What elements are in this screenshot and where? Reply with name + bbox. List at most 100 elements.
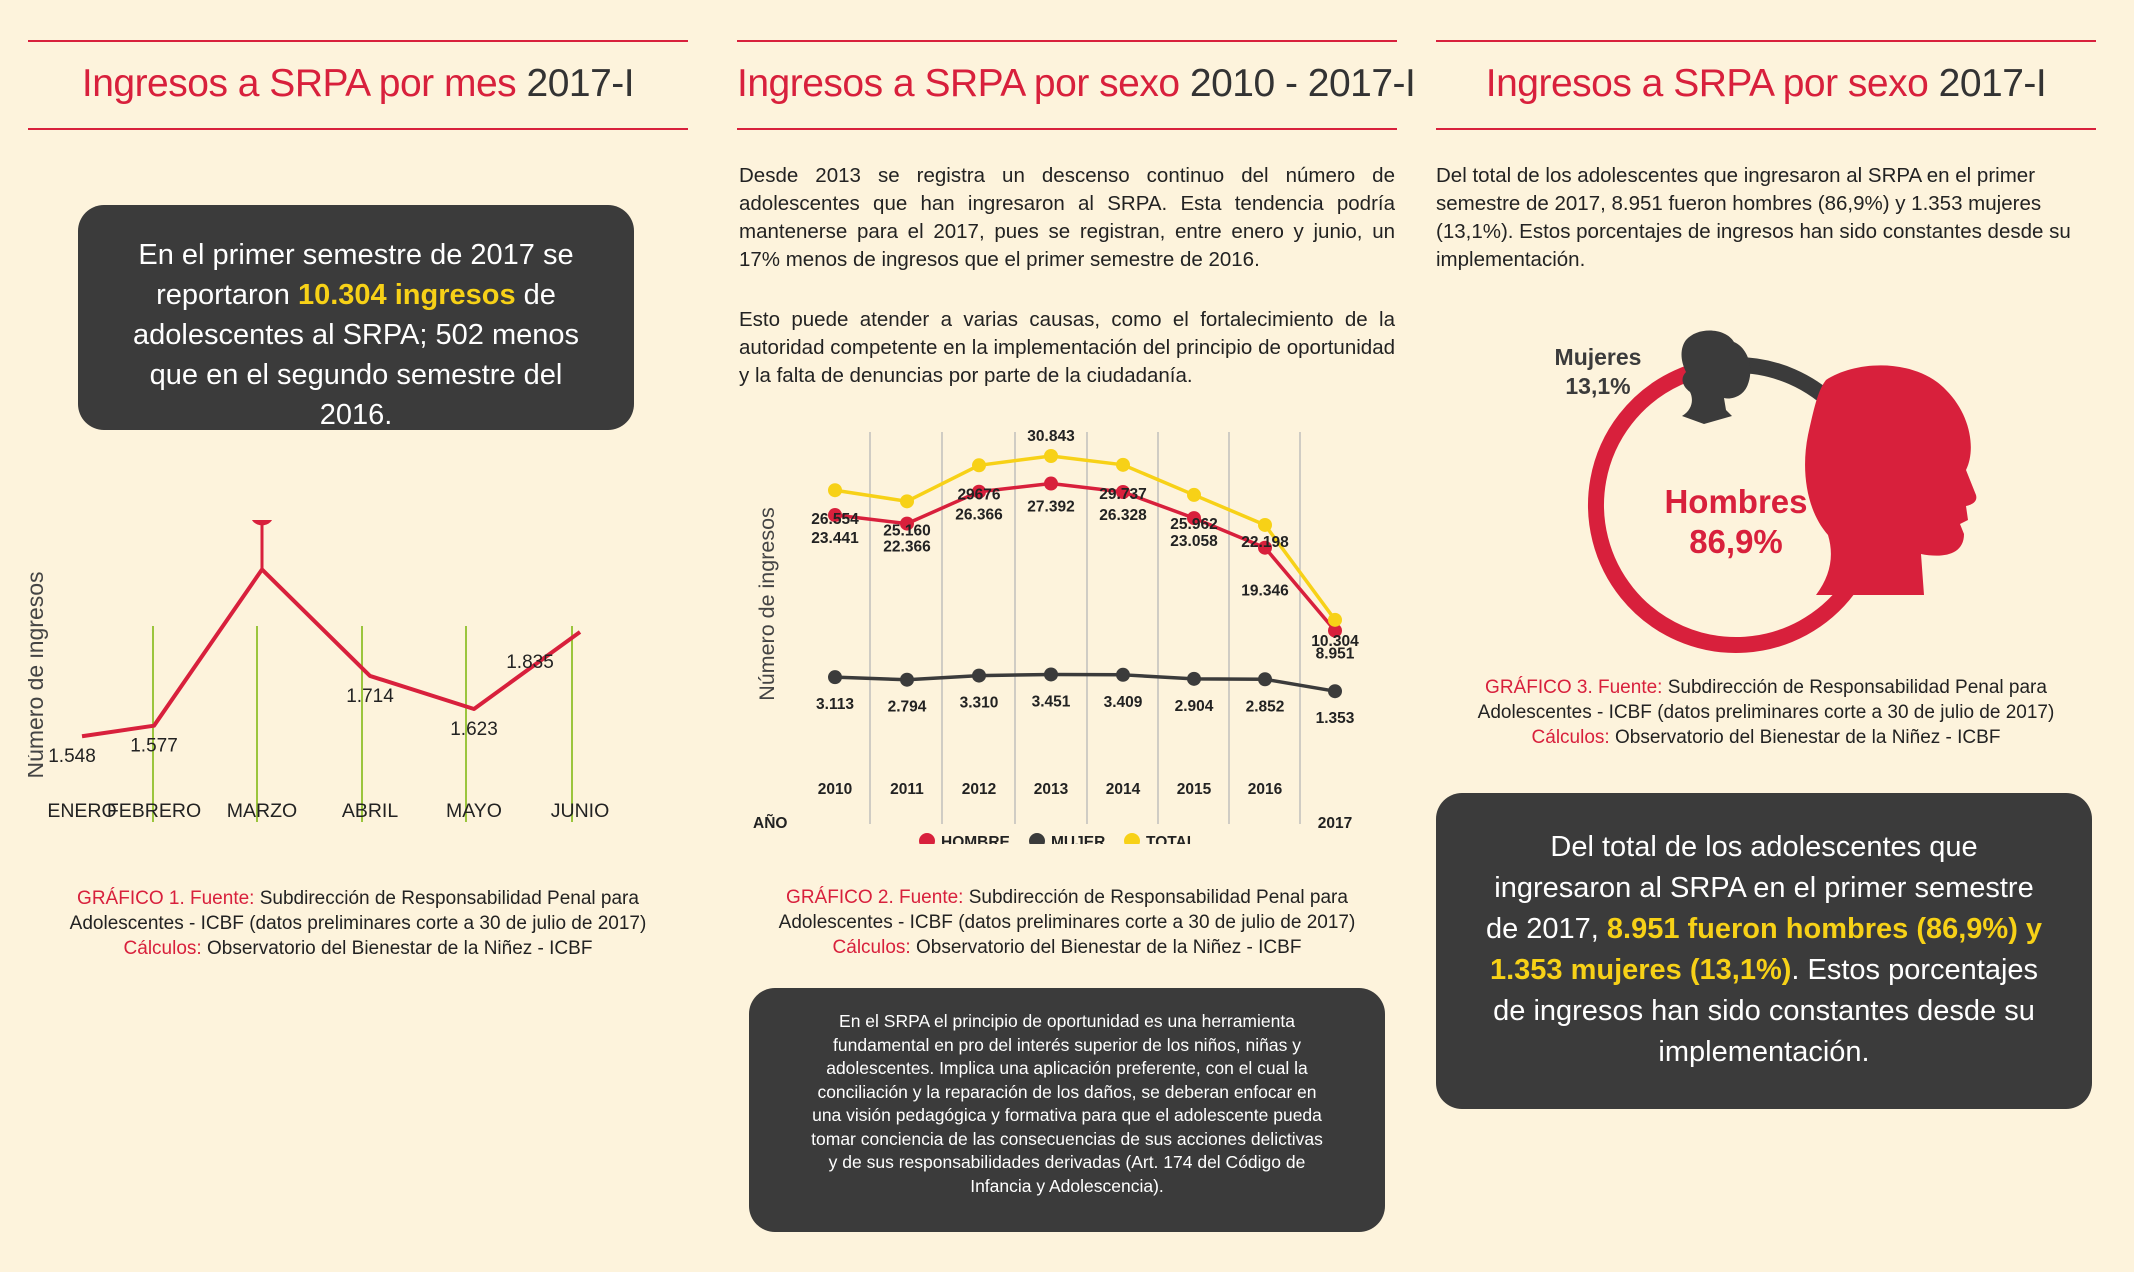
chart1-title: Ingresos a SRPA por mes 2017-I	[81, 62, 635, 105]
data-label: 29676	[957, 486, 1000, 503]
data-point	[1328, 684, 1342, 699]
data-point	[1116, 667, 1130, 682]
data-label: 26.328	[1099, 507, 1147, 524]
top-rule	[28, 40, 688, 42]
data-point	[900, 672, 914, 687]
male-head-icon	[1805, 365, 1977, 595]
data-point	[1044, 476, 1058, 491]
data-point	[1328, 623, 1342, 638]
data-label: 25.962	[1170, 516, 1217, 533]
x-tick-label: 2015	[1177, 781, 1212, 798]
series-line	[81, 567, 582, 739]
data-label: 23.058	[1170, 533, 1218, 550]
series-line-hombre	[834, 481, 1337, 632]
data-point	[1187, 487, 1201, 502]
data-point	[1116, 457, 1130, 472]
data-label: 3.409	[1104, 694, 1143, 711]
causes-paragraph: Esto puede atender a varias causas, como…	[739, 308, 1395, 387]
data-point	[828, 670, 842, 685]
chart3-title: Ingresos a SRPA por sexo 2017-I	[1485, 62, 2047, 105]
legend-label: TOTAL	[1146, 834, 1196, 844]
data-point	[972, 484, 986, 499]
data-label: 1.353	[1316, 710, 1355, 727]
data-label: 27.392	[1027, 499, 1074, 516]
x-tick-label: 2016	[1248, 781, 1283, 798]
data-label: 3.113	[816, 696, 854, 713]
legend-label: MUJER	[1051, 834, 1105, 844]
legend-swatch	[919, 833, 935, 844]
female-head-icon	[1681, 330, 1751, 424]
series-line-total	[834, 454, 1337, 621]
x-tick-label: MARZO	[227, 800, 297, 822]
slice-name-label: Mujeres	[1555, 344, 1642, 370]
data-point	[972, 458, 986, 473]
data-point	[1187, 511, 1201, 526]
x-axis-label: AÑO	[753, 814, 787, 832]
slice-value-label: 86,9%	[1689, 523, 1783, 560]
data-label: 10.304	[1311, 633, 1359, 650]
data-point	[1258, 517, 1272, 532]
summary-box: En el primer semestre de 2017 se reporta…	[78, 205, 634, 431]
x-tick-label: 2010	[818, 781, 852, 798]
sex-summary-box: Del total de los adolescentes que ingres…	[1436, 793, 2092, 1109]
highlight-point	[251, 520, 273, 526]
data-point	[1187, 671, 1201, 686]
column-sex: Ingresos a SRPA por sexo 2017-I Del tota…	[1436, 0, 2096, 1272]
x-tick-label: 2013	[1034, 781, 1069, 798]
chart3-source: GRÁFICO 3. Fuente: Subdirección de Respo…	[1477, 677, 2055, 748]
data-point	[828, 508, 842, 523]
x-tick-label: JUNIO	[551, 800, 610, 822]
data-label: 26.554	[811, 511, 859, 528]
slice-name-label: Hombres	[1664, 483, 1807, 520]
intro-paragraph: Desde 2013 se registra un descenso conti…	[739, 164, 1395, 271]
x-tick-label: MAYO	[446, 800, 502, 822]
data-point	[1328, 612, 1342, 627]
slice-value-label: 13,1%	[1565, 373, 1630, 399]
legend-label: HOMBRE	[941, 834, 1010, 844]
data-label: 2.852	[1246, 698, 1285, 715]
value-label: 1.548	[48, 746, 96, 767]
y-axis-label: Número de ingresos	[28, 571, 48, 778]
x-tick-label: 2017	[1318, 815, 1352, 832]
value-label: 1.623	[450, 719, 498, 740]
data-label: 25.160	[883, 522, 930, 539]
column-yearly: Ingresos a SRPA por sexo 2010 - 2017-I D…	[737, 0, 1416, 1272]
x-tick-label: ABRIL	[342, 800, 399, 822]
bottom-rule	[28, 128, 688, 130]
value-label: 1.714	[346, 686, 394, 707]
data-point	[828, 483, 842, 498]
x-tick-label: ENERO	[47, 800, 116, 822]
value-label: 1.835	[506, 652, 554, 673]
data-label: 30.843	[1027, 428, 1075, 445]
data-label: 29.737	[1099, 486, 1146, 503]
data-point	[1258, 672, 1272, 687]
data-point	[1116, 485, 1130, 500]
chart2-source: GRÁFICO 2. Fuente: Subdirección de Respo…	[778, 887, 1356, 958]
data-label: 2.794	[888, 699, 927, 716]
x-tick-label: FEBRERO	[107, 800, 201, 822]
legend-swatch	[1124, 833, 1140, 844]
data-label: 2.904	[1175, 698, 1214, 715]
bottom-rule	[737, 128, 1397, 130]
data-point	[900, 516, 914, 531]
sex-paragraph: Del total de los adolescentes que ingres…	[1436, 164, 2071, 271]
bottom-rule	[1436, 128, 2096, 130]
column-monthly: Ingresos a SRPA por mes 2017-I En el pri…	[28, 0, 688, 1272]
top-rule	[1436, 40, 2096, 42]
legend-swatch	[1029, 833, 1045, 844]
data-label: 26.366	[955, 507, 1003, 524]
data-label: 8.951	[1316, 646, 1355, 663]
principle-box: En el SRPA el principio de oportunidad e…	[749, 988, 1385, 1232]
top-rule	[737, 40, 1397, 42]
data-point	[1044, 667, 1058, 682]
data-point	[972, 668, 986, 683]
data-label: 22.198	[1241, 534, 1289, 551]
y-axis-label: Número de ingresos	[755, 507, 779, 701]
data-label: 19.346	[1241, 583, 1289, 600]
data-label: 22.366	[883, 539, 931, 556]
x-tick-label: 2012	[962, 781, 996, 798]
data-label: 3.310	[960, 695, 999, 712]
yearly-line-chart: Número de ingresos 23.441 22.366 26.366 27.3…	[753, 428, 1359, 844]
